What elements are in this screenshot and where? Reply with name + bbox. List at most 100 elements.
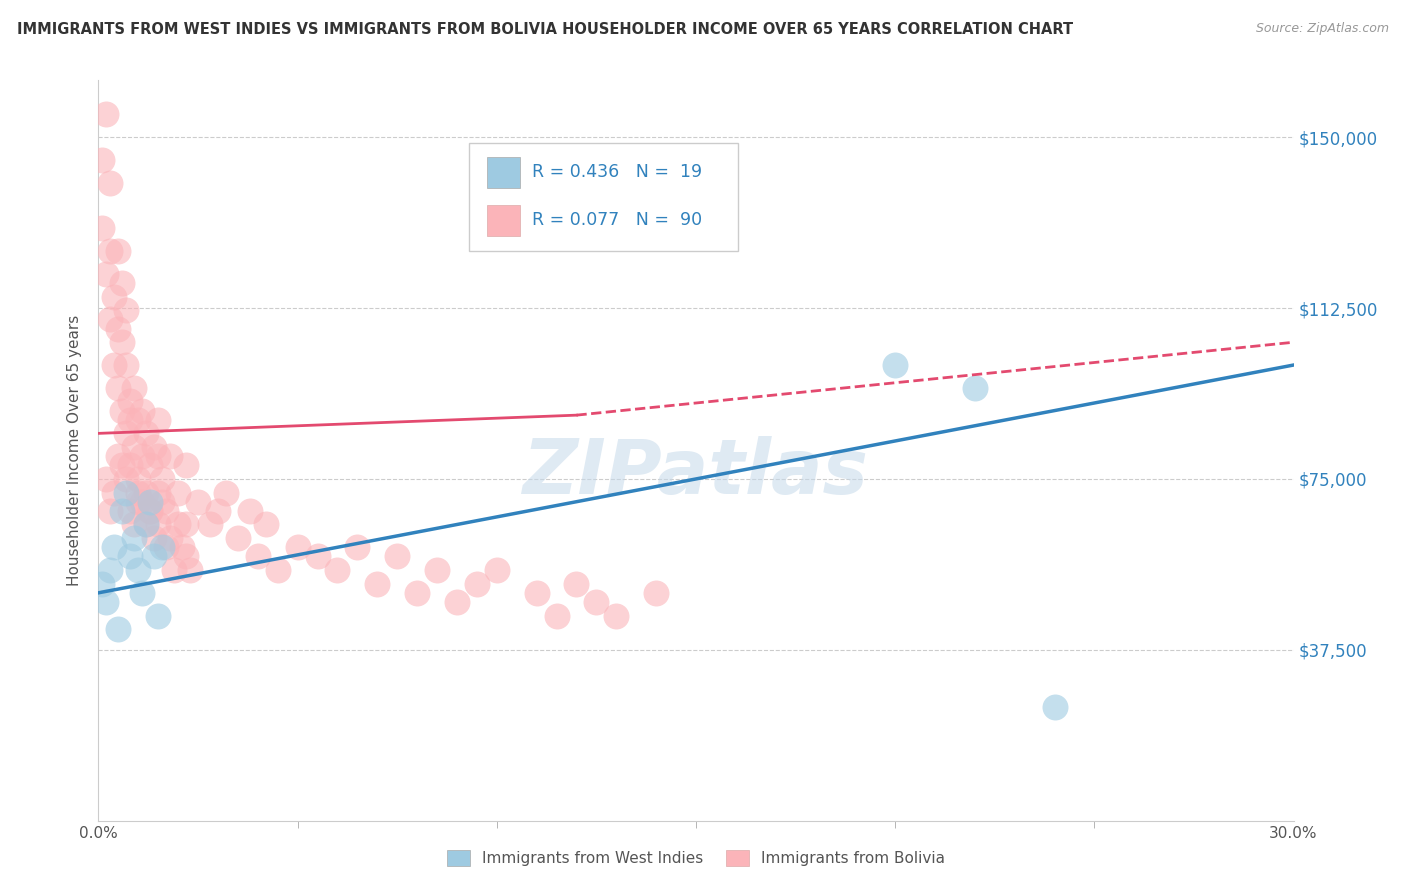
Point: [131, 403, 153, 417]
Point: [120, 504, 142, 518]
Point: [127, 413, 149, 427]
Point: [246, 549, 269, 564]
Point: [174, 549, 197, 564]
Point: [131, 586, 153, 600]
Point: [267, 563, 290, 577]
Point: [135, 485, 157, 500]
Point: [163, 563, 186, 577]
Point: [111, 458, 134, 473]
Point: [546, 608, 568, 623]
Point: [605, 608, 627, 623]
Point: [107, 449, 129, 463]
Bar: [486, 204, 520, 235]
Point: [148, 485, 170, 500]
Point: [107, 381, 129, 395]
Point: [150, 494, 173, 508]
Point: [131, 494, 153, 508]
Point: [172, 541, 194, 555]
Point: [963, 381, 986, 395]
Point: [148, 608, 170, 623]
Point: [198, 517, 221, 532]
Point: [326, 563, 349, 577]
Point: [143, 440, 166, 454]
Legend: Immigrants from West Indies, Immigrants from Bolivia: Immigrants from West Indies, Immigrants …: [440, 844, 952, 872]
Text: ZIPatlas: ZIPatlas: [523, 435, 869, 509]
Point: [96, 267, 118, 281]
Point: [111, 504, 134, 518]
Point: [585, 595, 607, 609]
Point: [148, 449, 170, 463]
Point: [103, 290, 125, 304]
Point: [187, 494, 209, 508]
Point: [287, 541, 309, 555]
Point: [115, 303, 138, 318]
Point: [120, 394, 142, 409]
Point: [884, 358, 907, 372]
Point: [307, 549, 329, 564]
Point: [127, 494, 149, 508]
Point: [155, 504, 177, 518]
Text: R = 0.077   N =  90: R = 0.077 N = 90: [533, 211, 703, 229]
Point: [426, 563, 449, 577]
Y-axis label: Householder Income Over 65 years: Householder Income Over 65 years: [67, 315, 83, 586]
Point: [115, 472, 138, 486]
Point: [107, 622, 129, 636]
Point: [135, 517, 157, 532]
Point: [385, 549, 409, 564]
Point: [124, 440, 146, 454]
Point: [159, 531, 181, 545]
Point: [150, 541, 173, 555]
Point: [98, 504, 122, 518]
Point: [120, 549, 142, 564]
Point: [139, 504, 162, 518]
Point: [120, 413, 142, 427]
Point: [239, 504, 262, 518]
Point: [96, 107, 118, 121]
Point: [91, 221, 114, 235]
Point: [107, 321, 129, 335]
Point: [139, 494, 162, 508]
Point: [143, 549, 166, 564]
Point: [98, 563, 122, 577]
Point: [143, 531, 166, 545]
Point: [207, 504, 229, 518]
Point: [254, 517, 277, 532]
Point: [127, 472, 149, 486]
Point: [127, 485, 149, 500]
Point: [148, 413, 170, 427]
Point: [98, 176, 122, 190]
Point: [174, 517, 197, 532]
Point: [111, 335, 134, 350]
Point: [150, 472, 173, 486]
Point: [115, 485, 138, 500]
Point: [226, 531, 249, 545]
Point: [96, 595, 118, 609]
Point: [485, 563, 508, 577]
Point: [179, 563, 201, 577]
Point: [124, 531, 146, 545]
Point: [107, 244, 129, 259]
Point: [131, 449, 153, 463]
Point: [111, 403, 134, 417]
Point: [135, 517, 157, 532]
Point: [135, 426, 157, 441]
Point: [98, 312, 122, 326]
Point: [139, 458, 162, 473]
Point: [96, 472, 118, 486]
Point: [174, 458, 197, 473]
Point: [366, 576, 388, 591]
Point: [1043, 699, 1066, 714]
Point: [111, 276, 134, 290]
Point: [98, 244, 122, 259]
Point: [120, 458, 142, 473]
FancyBboxPatch shape: [470, 144, 738, 251]
Point: [103, 485, 125, 500]
Point: [465, 576, 488, 591]
Point: [159, 449, 181, 463]
Text: IMMIGRANTS FROM WEST INDIES VS IMMIGRANTS FROM BOLIVIA HOUSEHOLDER INCOME OVER 6: IMMIGRANTS FROM WEST INDIES VS IMMIGRANT…: [17, 22, 1073, 37]
Point: [103, 358, 125, 372]
Point: [124, 517, 146, 532]
Point: [148, 517, 170, 532]
Point: [127, 563, 149, 577]
Text: Source: ZipAtlas.com: Source: ZipAtlas.com: [1256, 22, 1389, 36]
